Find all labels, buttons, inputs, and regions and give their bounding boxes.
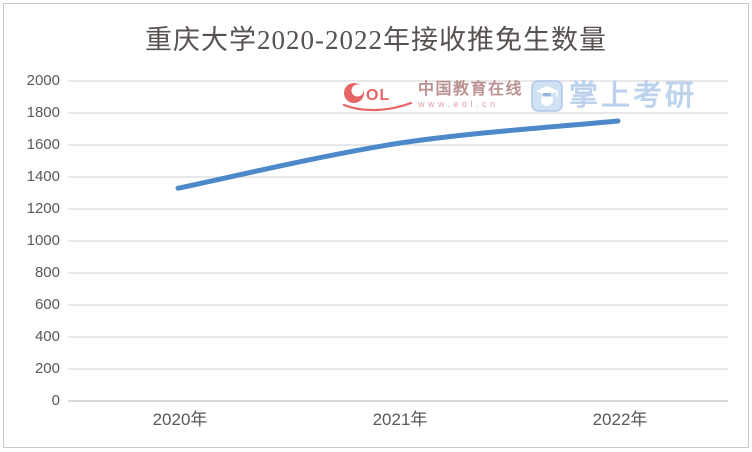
y-tick-label: 600	[34, 296, 60, 313]
y-tick-label: 400	[34, 328, 60, 345]
y-tick-label: 1800	[26, 104, 60, 121]
y-tick-label: 800	[34, 264, 60, 281]
x-tick-label: 2020年	[152, 410, 208, 429]
zhangshang-kaoyan-watermark: 掌上考研	[531, 80, 697, 112]
y-tick-label: 2000	[26, 72, 60, 89]
graduation-cap-icon	[531, 80, 563, 112]
data-line-接收推免生数量	[175, 118, 621, 191]
svg-text:OL: OL	[366, 87, 390, 104]
y-tick-label: 200	[34, 360, 60, 377]
y-tick-label: 1200	[26, 200, 60, 217]
chart-title: 重庆大学2020-2022年接收推免生数量	[145, 25, 607, 55]
x-tick-label: 2022年	[592, 410, 648, 429]
y-tick-label: 1600	[26, 136, 60, 153]
eol-logo-icon: OL	[343, 83, 413, 112]
y-tick-label: 1000	[26, 232, 60, 249]
eol-watermark: OL 中国教育在线 www.eol.cn	[343, 81, 523, 113]
eol-url-text: www.eol.cn	[418, 99, 499, 109]
y-tick-label: 0	[51, 392, 60, 409]
x-tick-label: 2021年	[372, 410, 428, 429]
y-tick-label: 1400	[26, 168, 60, 185]
eol-brand-text: 中国教育在线	[418, 81, 524, 98]
zhangshang-brand-text: 掌上考研	[569, 79, 698, 112]
